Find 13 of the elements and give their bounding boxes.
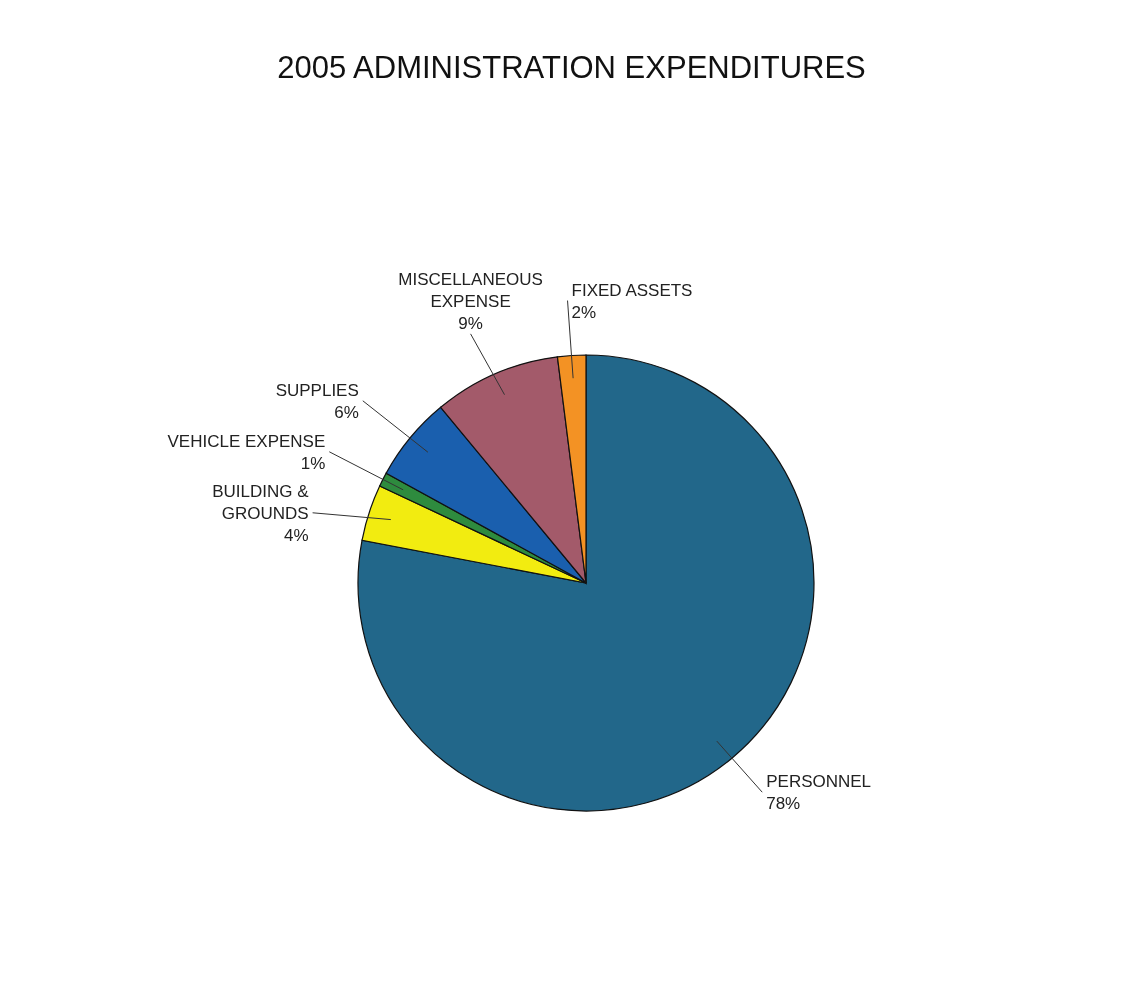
chart-title: 2005 ADMINISTRATION EXPENDITURES — [276, 50, 867, 86]
slice-label: FIXED ASSETS — [571, 280, 693, 300]
slice-label: MISCELLANEOUS EXPENSE — [398, 269, 543, 311]
slice-label: VEHICLE EXPENSE — [167, 431, 326, 451]
slice-label: PERSONNEL — [766, 772, 872, 792]
data-label: 78% — [766, 794, 801, 814]
data-label: 2% — [571, 302, 597, 322]
data-label: 4% — [284, 525, 309, 545]
data-label: 6% — [334, 402, 359, 422]
data-label: 9% — [458, 313, 483, 333]
slice-label: SUPPLIES — [275, 380, 359, 400]
data-label: 1% — [300, 453, 326, 473]
slice-label: BUILDING & GROUNDS — [212, 481, 310, 523]
